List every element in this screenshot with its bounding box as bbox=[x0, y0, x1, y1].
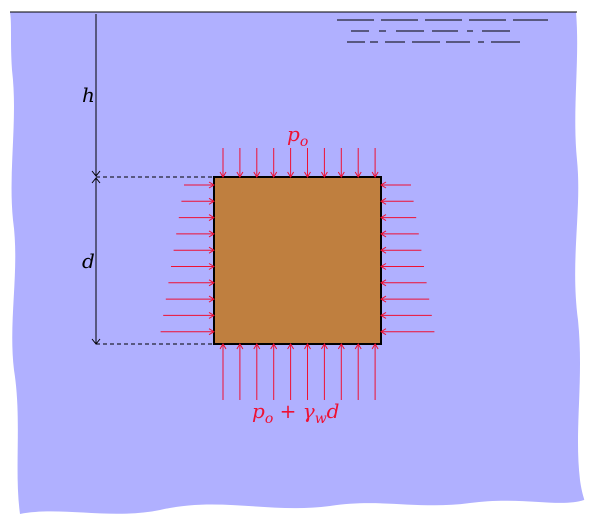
right-pressure-arrow-head bbox=[380, 214, 387, 222]
bottom-pressure-arrow-head bbox=[320, 343, 328, 350]
left-pressure-arrow-head bbox=[208, 328, 215, 336]
bottom-pressure-arrow-head bbox=[354, 343, 362, 350]
right-pressure-arrow-head bbox=[380, 230, 387, 238]
bottom-pressure-arrow-head bbox=[253, 343, 261, 350]
depth-dimension-h bbox=[91, 14, 101, 177]
left-pressure-arrow-head bbox=[208, 311, 215, 319]
left-pressure-arrow-head bbox=[208, 295, 215, 303]
left-pressure-arrow-head bbox=[208, 263, 215, 270]
bottom-gamma-subscript: w bbox=[315, 411, 327, 427]
right-pressure-arrow-head bbox=[380, 328, 387, 336]
bottom-pressure-arrow-head bbox=[270, 343, 278, 350]
right-pressure-arrow-head bbox=[380, 295, 387, 303]
left-pressure-arrow-head bbox=[208, 230, 215, 238]
top-pressure-arrow-head bbox=[253, 171, 261, 178]
bottom-pressure-subscript: o bbox=[265, 411, 273, 427]
right-pressure-arrow-head bbox=[380, 197, 387, 205]
top-pressure-arrow-head bbox=[304, 171, 311, 178]
bottom-gamma-symbol: γ bbox=[303, 399, 315, 423]
top-pressure-arrow-head bbox=[354, 171, 362, 178]
top-pressure-arrow-head bbox=[337, 171, 345, 178]
left-pressure-arrow-head bbox=[208, 197, 215, 205]
bottom-pressure-arrow-head bbox=[287, 343, 295, 350]
left-pressure-arrows bbox=[160, 181, 215, 336]
left-pressure-arrow-head bbox=[208, 214, 215, 222]
bottom-d-symbol: d bbox=[327, 399, 340, 423]
bottom-pressure-arrow-head bbox=[236, 343, 244, 350]
top-pressure-label: po bbox=[287, 122, 308, 150]
top-pressure-arrow-head bbox=[320, 171, 328, 178]
bottom-pressure-arrow-head bbox=[337, 343, 345, 350]
right-pressure-arrow-head bbox=[380, 311, 387, 319]
top-pressure-arrow-head bbox=[371, 171, 379, 178]
water-surface-symbol bbox=[337, 19, 548, 43]
top-pressure-arrows bbox=[219, 148, 379, 178]
top-pressure-arrow-head bbox=[287, 171, 295, 178]
bottom-pressure-arrow-head bbox=[304, 343, 311, 350]
right-pressure-arrow-head bbox=[380, 246, 387, 254]
right-pressure-arrow-head bbox=[380, 263, 387, 270]
bottom-pressure-label: po + γwd bbox=[252, 399, 339, 427]
bottom-plus-sign: + bbox=[273, 399, 302, 423]
top-pressure-arrow-head bbox=[270, 171, 278, 178]
bottom-pressure-arrow-head bbox=[371, 343, 379, 350]
bottom-pressure-arrows bbox=[219, 343, 379, 400]
right-pressure-arrow-head bbox=[380, 181, 387, 189]
bottom-pressure-symbol: p bbox=[252, 399, 265, 423]
top-pressure-subscript: o bbox=[300, 134, 308, 150]
label-h: h bbox=[82, 83, 95, 107]
top-pressure-arrow-head bbox=[219, 171, 227, 178]
submerged-block bbox=[213, 176, 382, 345]
right-pressure-arrow-head bbox=[380, 279, 387, 287]
right-pressure-arrows bbox=[380, 181, 435, 336]
top-pressure-arrow-head bbox=[236, 171, 244, 178]
left-pressure-arrow-head bbox=[208, 279, 215, 287]
label-d: d bbox=[82, 249, 95, 273]
left-pressure-arrow-head bbox=[208, 246, 215, 254]
bottom-pressure-arrow-head bbox=[219, 343, 227, 350]
left-pressure-arrow-head bbox=[208, 181, 215, 189]
top-pressure-symbol: p bbox=[287, 122, 300, 146]
